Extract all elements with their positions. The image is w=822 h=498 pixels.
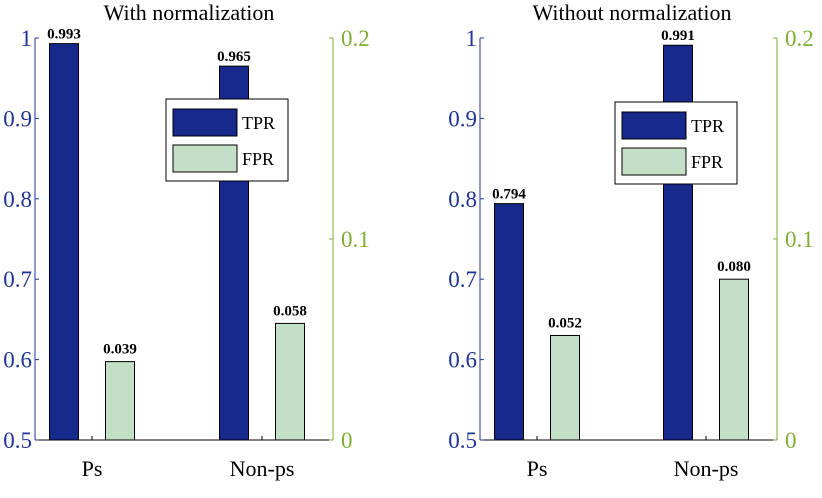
x-tick-label: Non-ps — [674, 456, 739, 481]
chart-panel-2: Without normalization 0.794 0.052 Ps 0.991 0.… — [448, 0, 814, 481]
legend-swatch-fpr — [172, 144, 238, 173]
data-label-fpr-ps: 0.052 — [548, 315, 582, 331]
left-y-tick-label: 0.5 — [3, 428, 32, 453]
right-y-tick-label: 0.1 — [785, 227, 814, 252]
legend-label-tpr: TPR — [242, 113, 275, 133]
left-y-tick-label: 0.5 — [448, 428, 477, 453]
right-y-tick-label: 0 — [785, 428, 797, 453]
legend: TPR FPR — [165, 98, 289, 182]
data-label-tpr-ps: 0.794 — [492, 187, 526, 203]
data-label-fpr-non-ps: 0.058 — [273, 303, 307, 319]
right-y-tick-label: 0.2 — [341, 26, 370, 51]
right-y-tick-label: 0.1 — [341, 227, 370, 252]
x-tick-label: Ps — [527, 456, 548, 481]
data-label-fpr-ps: 0.039 — [103, 342, 137, 358]
right-y-tick-label: 0.2 — [785, 26, 814, 51]
x-tick-label: Non-ps — [230, 456, 295, 481]
bar-fpr-ps — [105, 361, 135, 441]
left-y-tick-label: 0.9 — [448, 106, 477, 131]
left-y-tick-label: 0.7 — [3, 267, 32, 292]
legend-swatch-tpr — [621, 111, 687, 140]
data-label-fpr-non-ps: 0.080 — [717, 259, 751, 275]
left-y-tick-label: 0.6 — [448, 348, 477, 373]
legend-label-fpr: FPR — [691, 152, 723, 172]
left-y-tick-label: 0.9 — [3, 106, 32, 131]
legend-label-tpr: TPR — [691, 116, 724, 136]
bar-fpr-non-ps — [719, 278, 749, 441]
data-label-tpr-ps: 0.993 — [47, 27, 81, 43]
right-y-tick-label: 0 — [341, 428, 353, 453]
left-y-tick-label: 0.8 — [3, 187, 32, 212]
data-label-tpr-non-ps: 0.991 — [661, 28, 695, 44]
chart-panel-1: With normalization 0.993 0.039 Ps 0.965 0.058… — [3, 0, 370, 481]
bar-tpr-ps — [494, 203, 524, 441]
bar-fpr-ps — [550, 334, 580, 441]
left-y-tick-label: 0.8 — [448, 187, 477, 212]
legend-label-fpr: FPR — [242, 149, 274, 169]
bar-tpr-ps — [49, 43, 79, 441]
legend: TPR FPR — [614, 101, 738, 185]
data-label-tpr-non-ps: 0.965 — [217, 49, 251, 65]
left-y-tick-label: 0.6 — [3, 348, 32, 373]
chart-title: With normalization — [104, 0, 275, 25]
left-y-tick-label: 1 — [466, 26, 478, 51]
legend-swatch-tpr — [172, 108, 238, 137]
bar-fpr-non-ps — [275, 322, 305, 441]
x-tick-label: Ps — [82, 456, 103, 481]
legend-swatch-fpr — [621, 147, 687, 176]
chart-title: Without normalization — [533, 0, 732, 25]
left-y-tick-label: 1 — [21, 26, 33, 51]
left-y-tick-label: 0.7 — [448, 267, 477, 292]
